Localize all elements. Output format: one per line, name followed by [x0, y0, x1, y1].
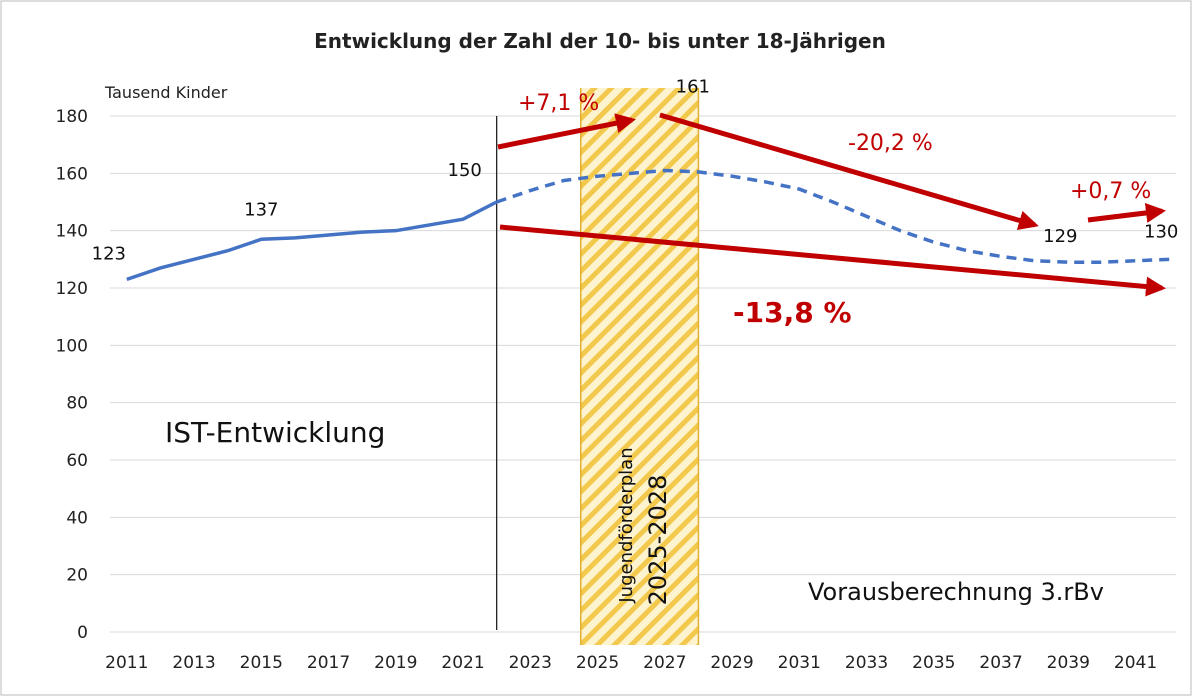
annotation: -13,8 %: [733, 296, 852, 329]
x-tick-label: 2025: [576, 653, 619, 673]
highlight-label: Jugendförderplan: [616, 447, 637, 603]
y-tick-label: 40: [66, 508, 88, 528]
x-tick-label: 2013: [172, 653, 215, 673]
x-tick-label: 2037: [979, 653, 1022, 673]
y-tick-label: 160: [56, 164, 88, 184]
x-tick-label: 2027: [643, 653, 686, 673]
highlight-band: [580, 88, 699, 645]
y-axis-label: Tausend Kinder: [104, 83, 228, 102]
x-tick-label: 2029: [710, 653, 753, 673]
line-series: [126, 200, 498, 282]
x-tick-label: 2015: [240, 653, 283, 673]
series-label: Vorausberechnung 3.rBv: [808, 578, 1104, 606]
y-tick-label: 20: [66, 566, 88, 586]
line-series: [496, 168, 1170, 264]
annotation: +0,7 %: [1070, 179, 1151, 204]
arrow: [499, 224, 1166, 297]
x-tick-label: 2031: [778, 653, 821, 673]
arrow: [659, 112, 1039, 231]
data-label: 129: [1043, 226, 1077, 247]
series-label: IST-Entwicklung: [165, 416, 385, 449]
y-tick-label: 120: [56, 279, 88, 299]
chart-title: Entwicklung der Zahl der 10- bis unter 1…: [314, 29, 886, 53]
arrow: [1087, 203, 1166, 223]
data-label: 123: [92, 243, 126, 264]
x-tick-label: 2039: [1047, 653, 1090, 673]
data-label: 161: [676, 76, 710, 97]
y-tick-label: 60: [66, 451, 88, 471]
highlight-period: 2025-2028: [644, 475, 672, 606]
x-tick-label: 2011: [105, 653, 148, 673]
x-tick-label: 2035: [912, 653, 955, 673]
y-tick-label: 140: [56, 222, 88, 242]
data-label: 137: [244, 199, 278, 220]
y-tick-label: 180: [56, 107, 88, 127]
x-tick-label: 2017: [307, 653, 350, 673]
y-tick-label: 80: [66, 394, 88, 414]
annotation: -20,2 %: [848, 131, 933, 156]
x-tick-label: 2041: [1114, 653, 1157, 673]
data-label: 150: [448, 160, 482, 181]
x-tick-label: 2023: [509, 653, 552, 673]
data-label: 130: [1144, 221, 1178, 242]
x-tick-label: 2019: [374, 653, 417, 673]
arrow: [497, 113, 636, 150]
y-tick-label: 0: [77, 623, 88, 643]
x-tick-label: 2021: [441, 653, 484, 673]
annotation: +7,1 %: [518, 91, 599, 116]
x-tick-label: 2033: [845, 653, 888, 673]
y-tick-label: 100: [56, 336, 88, 356]
